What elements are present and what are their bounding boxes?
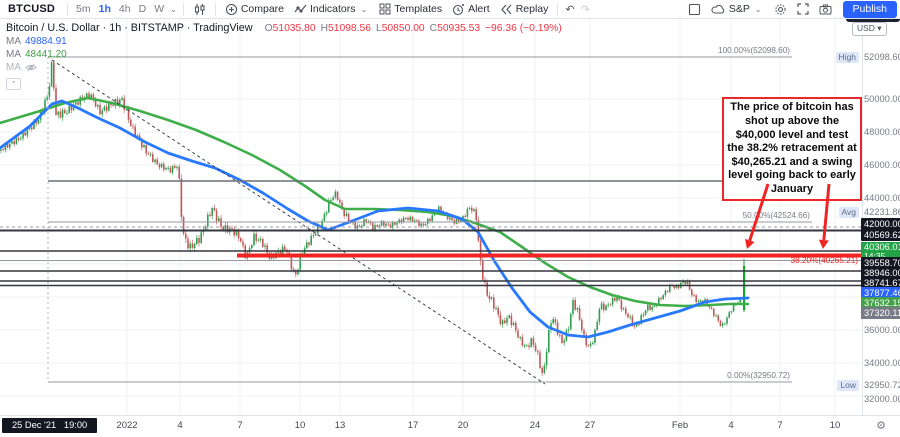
price-axis-label: Low 32950.72 xyxy=(829,379,900,391)
toolbar-divider xyxy=(182,2,184,16)
price-axis-label: 37320.11 xyxy=(829,307,900,319)
price-axis-label: 32000.00 xyxy=(864,394,900,404)
indicators-button[interactable]: Indicators ⌄ xyxy=(289,0,374,18)
compare-plus-icon xyxy=(225,3,237,15)
time-axis-label: 2022 xyxy=(116,420,138,431)
time-axis-label: 10 xyxy=(294,420,306,431)
price-axis-label: 38946.00 xyxy=(829,267,900,279)
price-axis-label: 34000.00 xyxy=(864,358,900,368)
symbol-title[interactable]: Bitcoin / U.S. Dollar · 1h · BITSTAMP · … xyxy=(6,22,253,34)
templates-button[interactable]: Templates xyxy=(374,0,447,18)
ohlc-values: O51035.80 H51098.56 L50850.00 C50935.53 … xyxy=(264,22,562,34)
toolbar-divider xyxy=(557,2,559,16)
time-axis[interactable]: 25 Dec '21 19:00 ⚙ 2022 4 7 10 13 17 20 24 27 Feb… xyxy=(0,415,900,437)
price-axis-label: 38741.67 xyxy=(829,277,900,289)
time-axis-label: 20 xyxy=(457,420,469,431)
interval-1h[interactable]: 1h xyxy=(98,3,111,15)
interval-5m[interactable]: 5m xyxy=(76,3,91,15)
chart-area[interactable]: 100.00%(52098.60) 50.00%(42524.66) 38.20%(… xyxy=(0,19,862,415)
time-axis-label: 4 xyxy=(177,420,183,431)
gear-icon xyxy=(774,3,786,15)
cloud-layout-button[interactable]: S&P ⌄ xyxy=(706,3,769,15)
eye-off-icon[interactable] xyxy=(25,63,37,72)
layout-button[interactable] xyxy=(683,3,706,16)
candlestick-icon xyxy=(194,3,205,15)
annotation-note[interactable]: The price of bitcoin has shot up above t… xyxy=(722,97,862,201)
time-axis-label: 4 xyxy=(728,420,734,431)
indicators-icon xyxy=(294,4,307,13)
price-axis-label: 50000.00 xyxy=(864,94,900,104)
fib-label: 50.00%(42524.66) xyxy=(743,211,811,220)
fullscreen-button[interactable] xyxy=(792,3,814,15)
settings-button[interactable] xyxy=(769,3,792,16)
price-axis-label: 44000.00 xyxy=(864,193,900,203)
chart-legend: Bitcoin / U.S. Dollar · 1h · BITSTAMP · … xyxy=(6,21,562,90)
legend-collapse-button[interactable]: ⌃ xyxy=(6,78,21,90)
price-axis-label: 42000.00 xyxy=(829,218,900,230)
fib-label: 38.20%(40265.21) xyxy=(791,256,859,265)
interval-w[interactable]: W xyxy=(154,3,165,15)
price-axis-label: 36000.00 xyxy=(864,325,900,335)
top-toolbar: BTCUSD 5m 1h 4h D W ⌄ Compare Indicators xyxy=(0,0,900,19)
cloud-icon xyxy=(711,4,725,14)
indicators-caret[interactable]: ⌄ xyxy=(360,4,368,14)
currency-unit-button[interactable]: USD ▾ xyxy=(852,22,887,36)
time-axis-label: 13 xyxy=(334,420,346,431)
change-value: −96.36 (−0.19%) xyxy=(485,22,562,34)
fib-label: 0.00%(32950.72) xyxy=(727,371,790,380)
time-axis-label: 10 xyxy=(829,420,841,431)
cloud-layout-caret[interactable]: ⌄ xyxy=(754,4,762,14)
layout-icon xyxy=(688,3,700,15)
publish-button[interactable]: Publish xyxy=(842,0,897,18)
axis-settings-gear-icon[interactable]: ⚙ xyxy=(876,420,886,432)
chart-style-button[interactable] xyxy=(188,0,211,18)
price-axis-label: 48000.00 xyxy=(864,127,900,137)
time-axis-label: 24 xyxy=(529,420,541,431)
price-axis-label: Avg 42231.86 xyxy=(829,206,900,218)
price-axis-label: 37877.46 xyxy=(829,287,900,299)
compare-button[interactable]: Compare xyxy=(220,0,289,18)
camera-icon xyxy=(819,4,832,14)
templates-grid-icon xyxy=(379,3,391,15)
price-axis-label: 37632.15 xyxy=(829,297,900,309)
interval-4h[interactable]: 4h xyxy=(118,3,131,15)
interval-menu-caret[interactable]: ⌄ xyxy=(170,4,177,14)
ma-legend-hidden[interactable]: MA xyxy=(6,61,562,74)
price-axis-label: 46000.00 xyxy=(864,160,900,170)
ma-legend-blue[interactable]: MA 49884.91 xyxy=(6,36,67,47)
alert-clock-icon xyxy=(453,3,465,15)
price-axis-label: 39558.70 xyxy=(829,257,900,269)
fib-label: 100.00%(52098.60) xyxy=(718,46,790,55)
toolbar-divider xyxy=(214,2,216,16)
time-axis-label: 7 xyxy=(237,420,243,431)
toolbar-divider xyxy=(67,2,69,16)
time-axis-label: 7 xyxy=(777,420,783,431)
ma-legend-green[interactable]: MA 48441.20 xyxy=(6,49,67,60)
symbol-button[interactable]: BTCUSD xyxy=(8,3,56,15)
time-axis-label: Feb xyxy=(671,420,689,431)
price-axis[interactable]: High 52098.60 50000.00 48000.00 46000.00 4400… xyxy=(835,19,900,415)
time-axis-label: 27 xyxy=(584,420,596,431)
interval-d[interactable]: D xyxy=(138,3,147,15)
replay-icon xyxy=(500,4,512,14)
replay-button[interactable]: Replay xyxy=(495,0,554,18)
price-chart-canvas[interactable]: 100.00%(52098.60) 50.00%(42524.66) 38.20%(… xyxy=(0,19,862,415)
price-axis-label: High 52098.60 xyxy=(829,51,900,63)
fullscreen-icon xyxy=(796,3,809,15)
alert-button[interactable]: Alert xyxy=(447,0,495,18)
redo-button[interactable]: ↷ xyxy=(580,3,590,16)
snapshot-button[interactable] xyxy=(814,4,837,15)
time-axis-label: 17 xyxy=(407,420,419,431)
undo-button[interactable]: ↶ xyxy=(565,3,575,16)
crosshair-time-badge: 25 Dec '21 19:00 xyxy=(2,418,98,433)
price-axis-label: 40569.62 xyxy=(829,229,900,241)
